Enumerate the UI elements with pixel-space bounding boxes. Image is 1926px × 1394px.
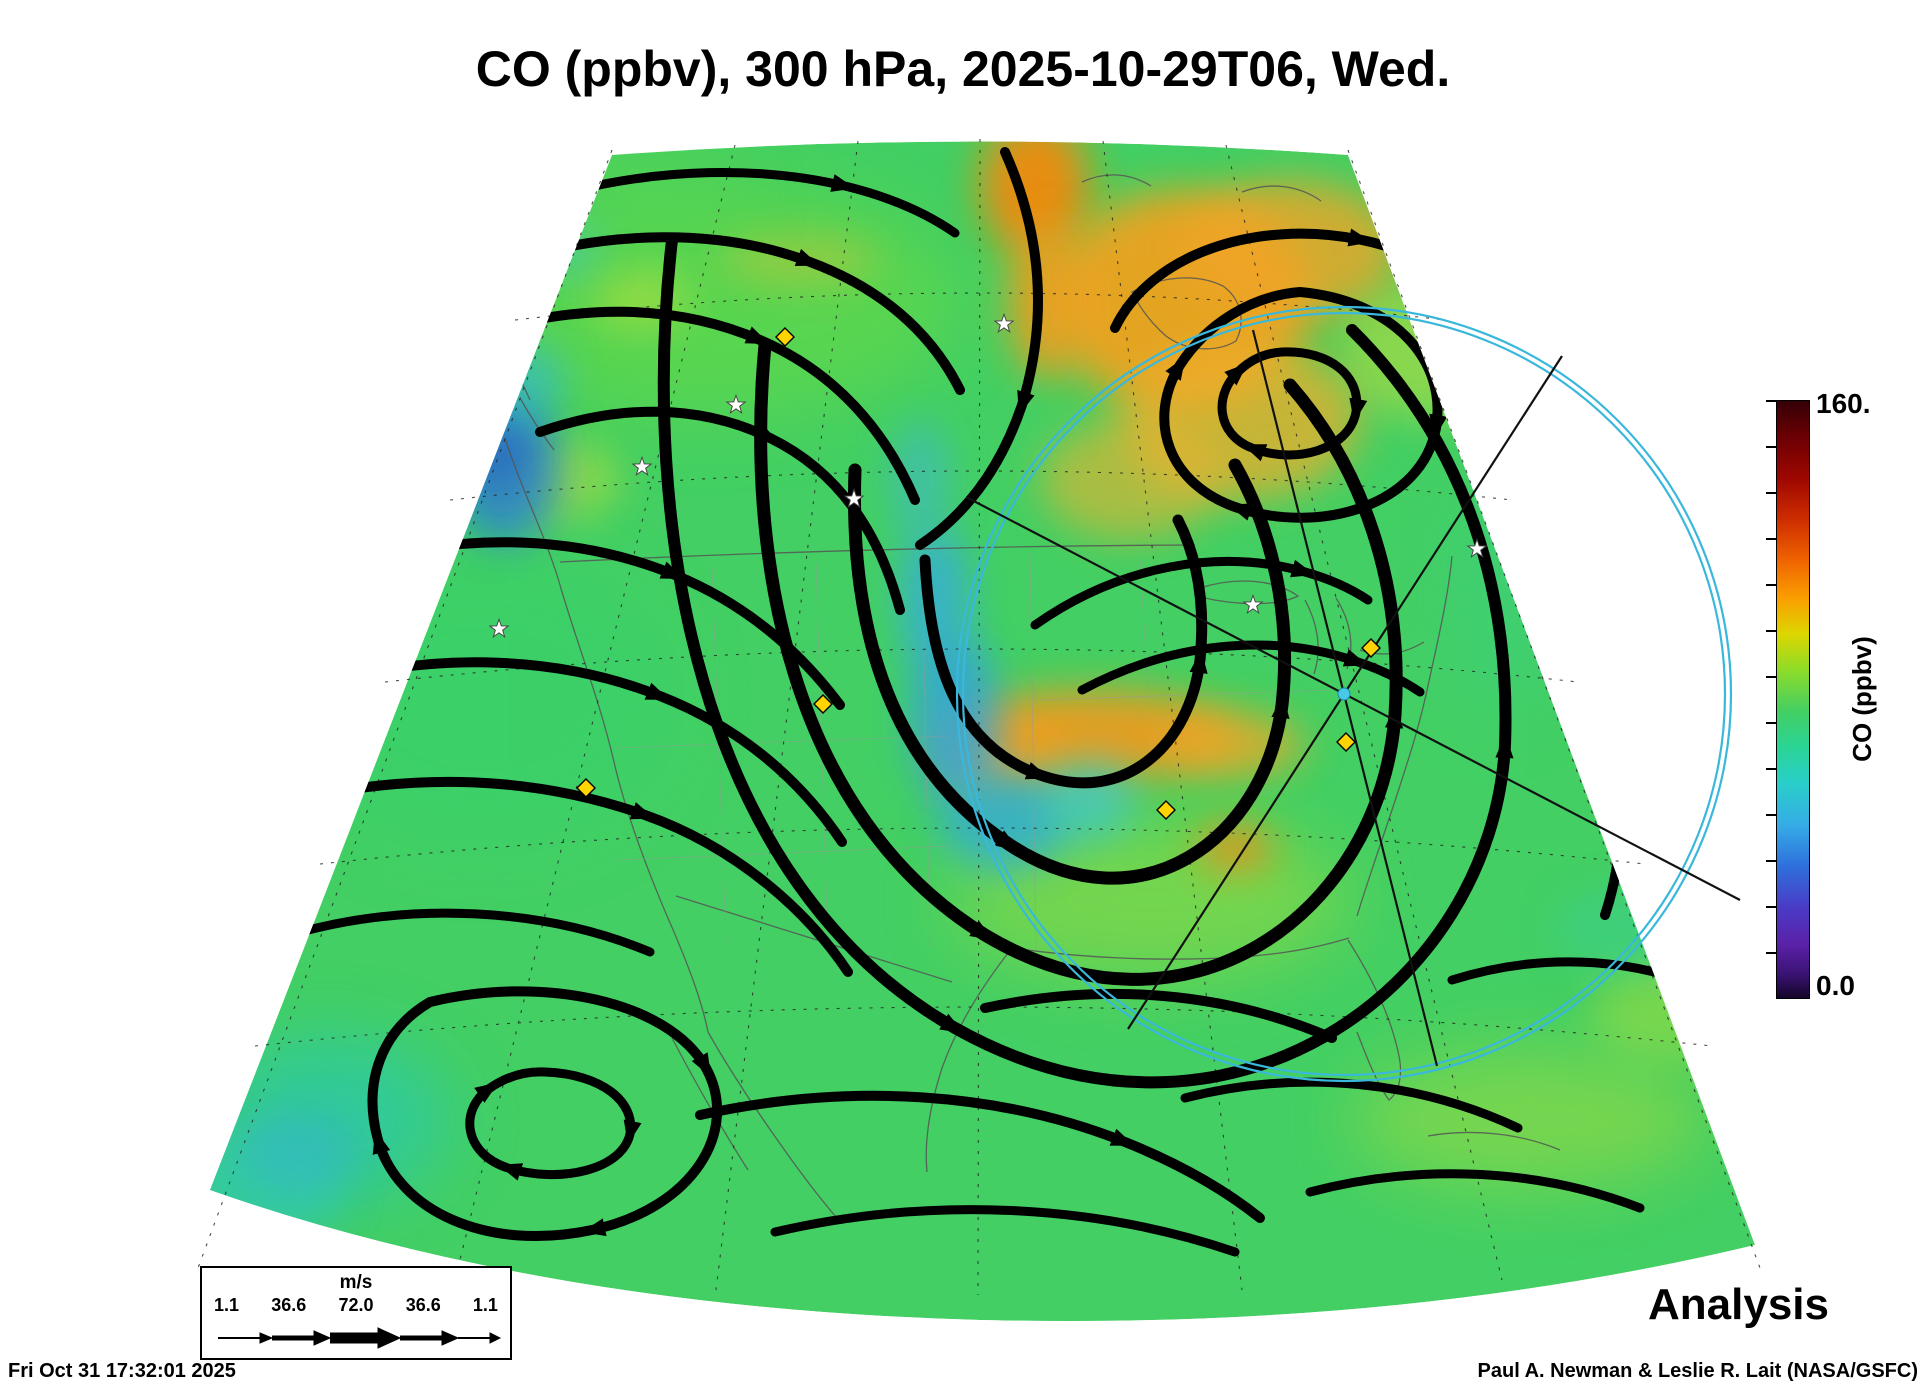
wind-legend-value: 36.6 — [271, 1295, 307, 1315]
wind-legend-value: 1.1 — [472, 1295, 498, 1315]
colorbar-axis-label: CO (ppbv) — [1847, 636, 1877, 762]
wind-scale-arrow-icon — [218, 1327, 502, 1349]
wind-legend-values: 1.1 36.6 72.0 36.6 1.1 — [202, 1295, 510, 1316]
plot-title: CO (ppbv), 300 hPa, 2025-10-29T06, Wed. — [475, 41, 1451, 97]
analysis-label: Analysis — [1648, 1280, 1829, 1329]
colorbar-min-label: 0.0 — [1816, 970, 1855, 1001]
colorbar — [1776, 400, 1810, 999]
generation-timestamp: Fri Oct 31 17:32:01 2025 — [8, 1360, 236, 1382]
colorbar-max-label: 160. — [1816, 388, 1871, 419]
wind-legend-value: 36.6 — [405, 1295, 441, 1315]
center-point — [1337, 687, 1351, 701]
wind-legend-value: 72.0 — [338, 1295, 374, 1315]
wind-speed-legend: m/s 1.1 36.6 72.0 36.6 1.1 — [200, 1266, 512, 1360]
wind-legend-value: 1.1 — [214, 1295, 240, 1315]
credit-text: Paul A. Newman & Leslie R. Lait (NASA/GS… — [1477, 1360, 1918, 1382]
wind-legend-unit: m/s — [339, 1272, 373, 1293]
colorbar-ticks — [1766, 400, 1776, 997]
range-circle — [955, 305, 1733, 1083]
